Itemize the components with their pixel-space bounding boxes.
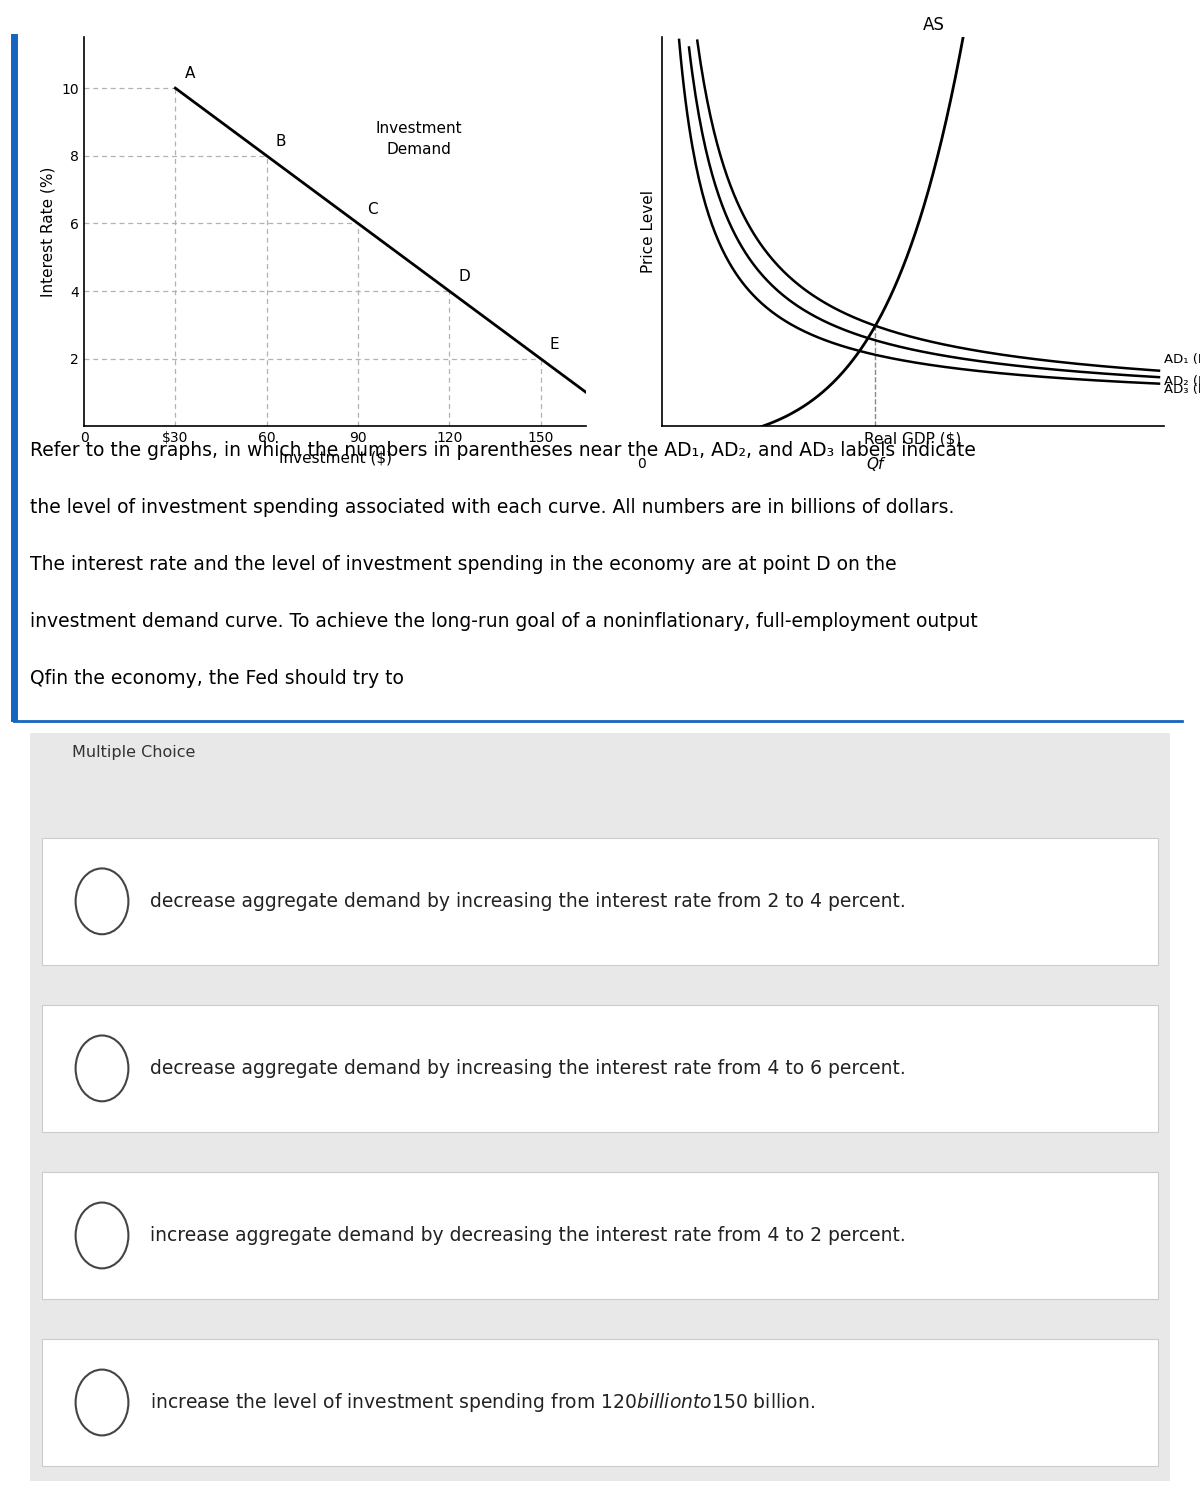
X-axis label: Investment ($): Investment ($) xyxy=(278,450,391,465)
Text: Qfin the economy, the Fed should try to: Qfin the economy, the Fed should try to xyxy=(30,669,404,688)
Text: increase aggregate demand by decreasing the interest rate from 4 to 2 percent.: increase aggregate demand by decreasing … xyxy=(150,1225,906,1245)
Text: B: B xyxy=(276,135,287,150)
Text: AD₁ (I=120): AD₁ (I=120) xyxy=(1164,353,1200,365)
Text: Investment
Demand: Investment Demand xyxy=(376,121,462,157)
Text: Qf: Qf xyxy=(866,458,884,473)
Text: AS: AS xyxy=(923,15,944,33)
Text: 0: 0 xyxy=(637,458,646,471)
Text: investment demand curve. To achieve the long-run goal of a noninflationary, full: investment demand curve. To achieve the … xyxy=(30,612,978,631)
Text: Refer to the graphs, in which the numbers in parentheses near the AD₁, AD₂, and : Refer to the graphs, in which the number… xyxy=(30,441,976,461)
Text: increase the level of investment spending from $120 billion to $150 billion.: increase the level of investment spendin… xyxy=(150,1391,815,1414)
Text: A: A xyxy=(185,66,194,81)
Y-axis label: Interest Rate (%): Interest Rate (%) xyxy=(41,166,56,298)
Text: The interest rate and the level of investment spending in the economy are at poi: The interest rate and the level of inves… xyxy=(30,555,896,574)
Text: decrease aggregate demand by increasing the interest rate from 4 to 6 percent.: decrease aggregate demand by increasing … xyxy=(150,1059,906,1079)
Text: D: D xyxy=(458,269,470,284)
Text: E: E xyxy=(550,337,559,352)
Y-axis label: Price Level: Price Level xyxy=(641,190,656,274)
Text: AD₂ (I=90): AD₂ (I=90) xyxy=(1164,374,1200,387)
Text: C: C xyxy=(367,202,378,217)
X-axis label: Real GDP ($): Real GDP ($) xyxy=(864,432,961,447)
Text: Multiple Choice: Multiple Choice xyxy=(72,745,196,760)
Text: the level of investment spending associated with each curve. All numbers are in : the level of investment spending associa… xyxy=(30,498,954,518)
Text: AD₃ (I=60): AD₃ (I=60) xyxy=(1164,383,1200,396)
Text: decrease aggregate demand by increasing the interest rate from 2 to 4 percent.: decrease aggregate demand by increasing … xyxy=(150,892,906,911)
